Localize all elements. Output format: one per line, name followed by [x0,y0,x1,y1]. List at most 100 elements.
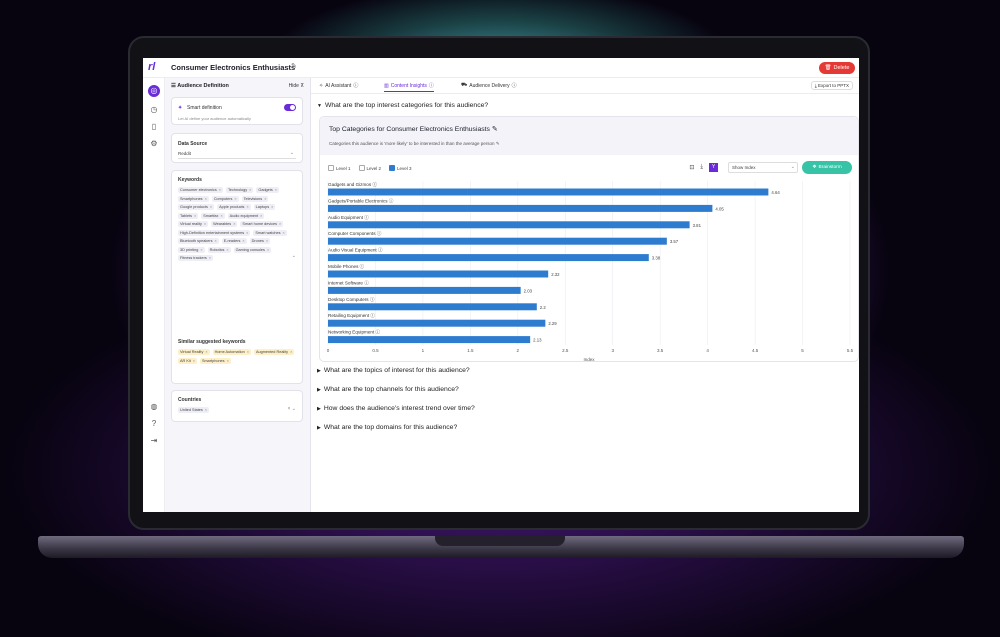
keyword-chip[interactable]: Gaming consoles × [233,246,272,253]
keyword-chip[interactable]: Smartphones × [178,195,209,202]
app-logo[interactable]: rl [148,61,156,73]
keyword-chip[interactable]: E-readers × [221,238,247,244]
remove-icon[interactable]: × [220,213,223,218]
remove-icon[interactable]: × [246,350,249,354]
remove-icon[interactable]: × [214,239,217,243]
tab-content-insights[interactable]: ▥ Content Insights ⓘ [384,82,434,92]
remove-icon[interactable]: × [226,358,229,363]
keyword-chip[interactable]: Smart watches × [253,229,287,236]
keyword-chip[interactable]: Wearables × [211,221,238,227]
remove-icon[interactable]: × [192,358,195,363]
remove-icon[interactable]: × [204,408,208,412]
remove-icon[interactable]: × [234,196,237,201]
keyword-chip[interactable]: Laptops × [253,204,276,210]
remove-icon[interactable]: × [271,205,274,209]
remove-icon[interactable]: × [246,230,249,235]
remove-icon[interactable]: × [203,222,207,226]
remove-icon[interactable]: × [204,196,207,201]
keyword-chip[interactable]: United States × [178,407,210,413]
keyword-chip[interactable]: Augmented Reality × [253,349,295,355]
remove-icon[interactable]: × [265,239,269,243]
level-2-checkbox[interactable]: Level 2 [358,165,381,171]
logout-icon[interactable]: ⇥ [150,436,158,445]
level-3-checkbox[interactable]: Level 3 [389,165,412,171]
smart-definition-toggle[interactable] [284,104,296,111]
brainstorm-button[interactable]: ❖ Brainstorm [802,161,852,174]
question-top-categories[interactable]: ▼ What are the top interest categories f… [317,102,488,109]
keyword-chip[interactable]: Virtual Reality × [178,349,210,355]
question-domains[interactable]: ▶ What are the top domains for this audi… [317,424,457,431]
keyword-chip[interactable]: Tablets × [178,212,199,219]
edit-icon[interactable]: ✎ [495,141,500,146]
remove-icon[interactable]: × [282,230,285,235]
question-text: How does the audience's interest trend o… [323,405,475,412]
settings-icon[interactable]: ⚙ [150,139,158,148]
keyword-chip[interactable]: Apple products × [217,204,251,210]
clipboard-icon[interactable]: ▯ [151,122,157,131]
checkbox[interactable] [389,165,396,171]
audience-icon[interactable]: ◎ [148,85,160,97]
help-icon[interactable]: ? [151,419,157,428]
remove-icon[interactable]: × [246,205,249,209]
hide-button[interactable]: Hide ⊼ [288,83,304,89]
keyword-chip[interactable]: Computers × [211,195,239,202]
export-pptx-button[interactable]: ⤓ Export to PPTX [810,81,853,90]
keyword-chip[interactable]: Smartphones × [199,357,231,364]
question-trend[interactable]: ▶ How does the audience's interest trend… [317,405,475,412]
keyword-chip[interactable]: AR Kit × [178,357,197,364]
keyword-chip[interactable]: Smart home devices × [240,221,284,227]
checkbox[interactable] [328,165,334,171]
tab-ai-assistant[interactable]: ✧ AI Assistant ⓘ [319,82,358,90]
chevron-down-icon[interactable]: ⌄ [291,253,296,259]
edit-title-icon[interactable]: ✎ [291,63,297,70]
remove-icon[interactable]: × [249,188,252,192]
keyword-chip[interactable]: 3D printing × [178,246,205,253]
keyword-chip[interactable]: Technology × [225,187,254,193]
remove-icon[interactable]: × [260,213,263,218]
question-topics[interactable]: ▶ What are the topics of interest for th… [317,367,470,374]
keyword-chip[interactable]: Smartfax × [201,212,225,219]
image-icon[interactable]: ⊡ [689,165,695,171]
question-channels[interactable]: ▶ What are the top channels for this aud… [317,386,459,393]
remove-icon[interactable]: × [226,247,229,252]
keyword-chip[interactable]: Audio equipment × [227,212,265,219]
level-1-checkbox[interactable]: Level 1 [328,165,351,171]
keyword-chip[interactable]: Gadgets × [256,187,279,193]
remove-icon[interactable]: × [279,222,282,226]
remove-icon[interactable]: × [205,350,208,354]
remove-icon[interactable]: × [233,222,236,226]
show-index-select[interactable]: Show Index ⌄ [728,162,798,173]
remove-icon[interactable]: × [266,247,270,252]
keyword-chip[interactable]: Home Automation × [212,349,251,355]
remove-icon[interactable]: × [200,247,203,252]
bar [328,336,531,344]
filter-icon[interactable]: Y [709,163,718,172]
remove-icon[interactable]: × [209,205,213,209]
keyword-chip[interactable]: Fitness trackers × [178,255,214,261]
keyword-chip[interactable]: Consumer electronics × [178,187,223,193]
remove-icon[interactable]: × [208,256,212,260]
remove-icon[interactable]: × [218,188,221,192]
keyword-chip[interactable]: Drones × [249,238,271,244]
globe-icon[interactable]: ◍ [150,402,158,411]
keyword-chip[interactable]: Televisions × [241,195,269,202]
keyword-chip[interactable]: High-Definition entertainment systems × [178,229,251,236]
keyword-chip[interactable]: Google products × [178,204,215,210]
checkbox[interactable] [358,165,365,171]
download-icon[interactable]: ⤓ [700,164,703,170]
remove-icon[interactable]: × [264,196,267,201]
edit-icon[interactable]: ✎ [491,126,498,133]
remove-icon[interactable]: × [242,239,245,243]
x-tick-label: 3.5 [657,348,664,353]
tab-audience-delivery[interactable]: ⛟ Audience Delivery ⓘ [461,82,517,89]
remove-icon[interactable]: × [274,188,277,192]
delete-button[interactable]: 🗑 Delete [819,62,855,74]
remove-icon[interactable]: × [194,213,197,218]
history-icon[interactable]: ◷ [150,105,158,114]
remove-icon[interactable]: × [290,350,293,354]
keyword-chip[interactable]: Robotics × [207,246,231,253]
keyword-chip[interactable]: Bluetooth speakers × [178,238,219,244]
keyword-chip[interactable]: Virtual reality × [178,221,209,227]
clear-icon[interactable]: × ⌄ [287,406,297,412]
data-source-select[interactable]: Reddit ⌄ [178,149,296,159]
